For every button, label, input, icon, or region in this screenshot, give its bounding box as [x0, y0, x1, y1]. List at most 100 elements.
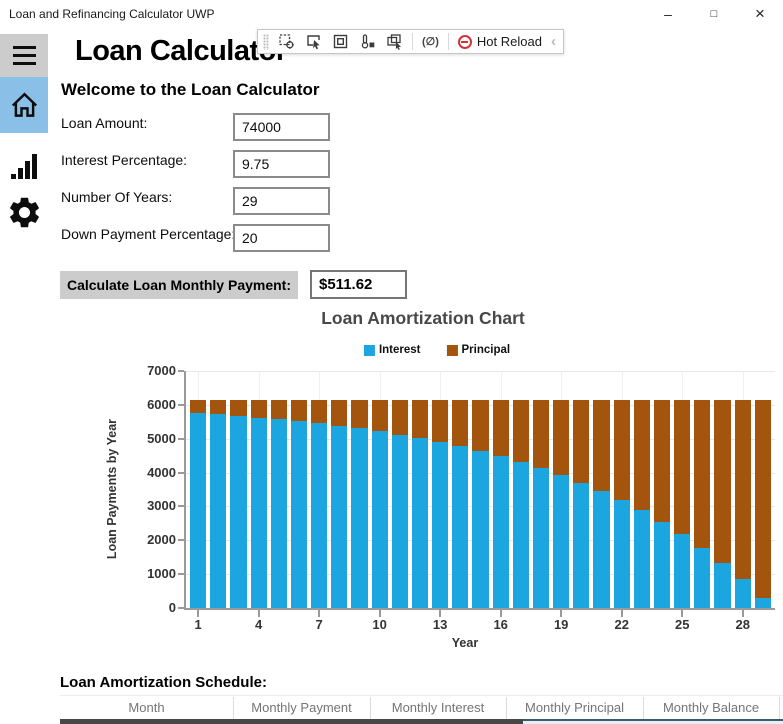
- number-of-years-input[interactable]: [233, 187, 330, 215]
- interest-swatch-icon: [363, 344, 375, 356]
- gear-icon: [6, 194, 43, 231]
- column-header-monthly-payment[interactable]: Monthly Payment: [251, 700, 352, 715]
- calculate-payment-button[interactable]: Calculate Loan Monthly Payment:: [60, 271, 298, 299]
- bar-principal-segment: [532, 400, 550, 468]
- bar-principal-segment: [674, 400, 691, 535]
- down-payment-percentage-input[interactable]: [233, 224, 330, 252]
- toolbar-collapse-button[interactable]: ‹: [550, 33, 556, 50]
- bar-interest-segment: [411, 438, 429, 608]
- selection-frames-icon: [386, 33, 403, 50]
- enable-selection-button[interactable]: [383, 32, 406, 51]
- bar-principal-segment: [190, 400, 207, 414]
- column-header-monthly-interest[interactable]: Monthly Interest: [391, 700, 485, 715]
- bar-principal-segment: [290, 400, 308, 422]
- x-tick-mark: [620, 610, 623, 617]
- bar-interest-segment: [452, 446, 469, 608]
- hamburger-icon: [12, 46, 36, 49]
- bar-principal-segment: [754, 400, 771, 598]
- legend-item-principal: Principal: [446, 344, 510, 356]
- bar-interest-segment: [653, 521, 671, 608]
- close-button[interactable]: ×: [737, 0, 783, 28]
- y-tick-label: 0: [168, 600, 176, 615]
- maximize-button[interactable]: □: [691, 0, 737, 28]
- bar-principal-segment: [452, 400, 469, 447]
- sidebar-item-chart[interactable]: [0, 143, 48, 189]
- hot-reload-icon: [457, 34, 472, 49]
- bar-interest-segment: [210, 414, 227, 608]
- schedule-header-row: Month Monthly Payment Monthly Interest M…: [60, 695, 783, 719]
- x-tick-label: 4: [254, 617, 263, 632]
- column-separator: [506, 697, 507, 719]
- down-payment-percentage-label: Down Payment Percentage:: [61, 226, 236, 242]
- bar-interest-segment: [512, 461, 529, 608]
- bar-interest-segment: [250, 417, 267, 608]
- bar-interest-segment: [734, 579, 751, 608]
- minimize-button[interactable]: –: [645, 0, 691, 28]
- show-my-xaml-button[interactable]: (∅): [419, 34, 442, 49]
- column-header-month[interactable]: Month: [128, 700, 165, 715]
- legend-item-interest: Interest: [363, 344, 420, 356]
- x-tick-label: 25: [674, 617, 690, 632]
- column-header-monthly-principal[interactable]: Monthly Principal: [525, 700, 624, 715]
- column-separator: [233, 697, 234, 719]
- y-tick-label: 4000: [147, 464, 176, 480]
- bar-principal-segment: [714, 400, 731, 563]
- sidebar-item-home[interactable]: [0, 77, 48, 133]
- bar-interest-segment: [613, 500, 630, 608]
- bar-principal-segment: [633, 400, 650, 511]
- home-icon: [9, 90, 40, 120]
- monthly-payment-result[interactable]: [310, 270, 407, 299]
- x-axis-line: [184, 608, 775, 610]
- principal-swatch-icon: [446, 344, 458, 356]
- welcome-heading: Welcome to the Loan Calculator: [61, 80, 320, 99]
- bar-principal-segment: [573, 400, 590, 483]
- x-tick-label: 28: [735, 617, 750, 632]
- toolbar-grip-handle[interactable]: [263, 33, 269, 50]
- y-tick-mark: [178, 505, 184, 508]
- bar-interest-segment: [714, 562, 731, 608]
- x-tick-mark: [499, 610, 502, 617]
- loan-amount-input[interactable]: [233, 113, 330, 141]
- sidebar-item-settings[interactable]: [0, 189, 48, 235]
- hot-reload-button[interactable]: Hot Reload: [455, 33, 545, 50]
- column-header-monthly-balance[interactable]: Monthly Balance: [662, 700, 760, 715]
- bar-principal-segment: [653, 400, 671, 522]
- bar-principal-segment: [210, 400, 227, 415]
- x-axis-title: Year: [451, 636, 479, 650]
- window-controls: – □ ×: [645, 0, 783, 28]
- show-my-xaml-icon: (∅): [422, 36, 439, 48]
- go-to-live-visual-tree-button[interactable]: [275, 32, 298, 51]
- bar-interest-segment: [331, 425, 348, 608]
- x-tick-mark: [560, 610, 563, 617]
- bar-interest-segment: [754, 597, 771, 608]
- bar-principal-segment: [593, 400, 610, 491]
- bar-principal-segment: [351, 400, 368, 429]
- xaml-debug-toolbar: (∅) Hot Reload ‹: [257, 29, 564, 54]
- bar-principal-segment: [734, 400, 751, 580]
- bar-principal-segment: [391, 400, 408, 435]
- interest-percentage-input[interactable]: [233, 150, 330, 178]
- live-visual-tree-icon: [278, 33, 295, 50]
- x-tick-mark: [318, 610, 321, 617]
- y-tick-label: 5000: [147, 430, 176, 446]
- bar-principal-segment: [613, 400, 630, 501]
- bar-interest-segment: [391, 434, 408, 608]
- select-element-button[interactable]: [302, 32, 325, 51]
- hamburger-menu-button[interactable]: [0, 34, 48, 77]
- y-tick-label: 6000: [147, 396, 176, 412]
- y-tick-mark: [178, 370, 184, 372]
- y-axis-title: Loan Payments by Year: [105, 418, 119, 560]
- bar-principal-segment: [553, 400, 570, 475]
- bar-principal-segment: [411, 400, 429, 439]
- bar-interest-segment: [532, 467, 550, 608]
- x-tick-label: 19: [553, 617, 569, 632]
- bar-interest-segment: [190, 413, 207, 608]
- gridline-horizontal: [186, 371, 775, 372]
- track-focused-element-button[interactable]: [356, 32, 379, 51]
- bar-principal-segment: [432, 400, 449, 442]
- bar-interest-segment: [694, 547, 711, 608]
- column-separator: [370, 697, 371, 719]
- y-tick-mark: [178, 539, 184, 542]
- display-layout-adorners-button[interactable]: [329, 32, 352, 51]
